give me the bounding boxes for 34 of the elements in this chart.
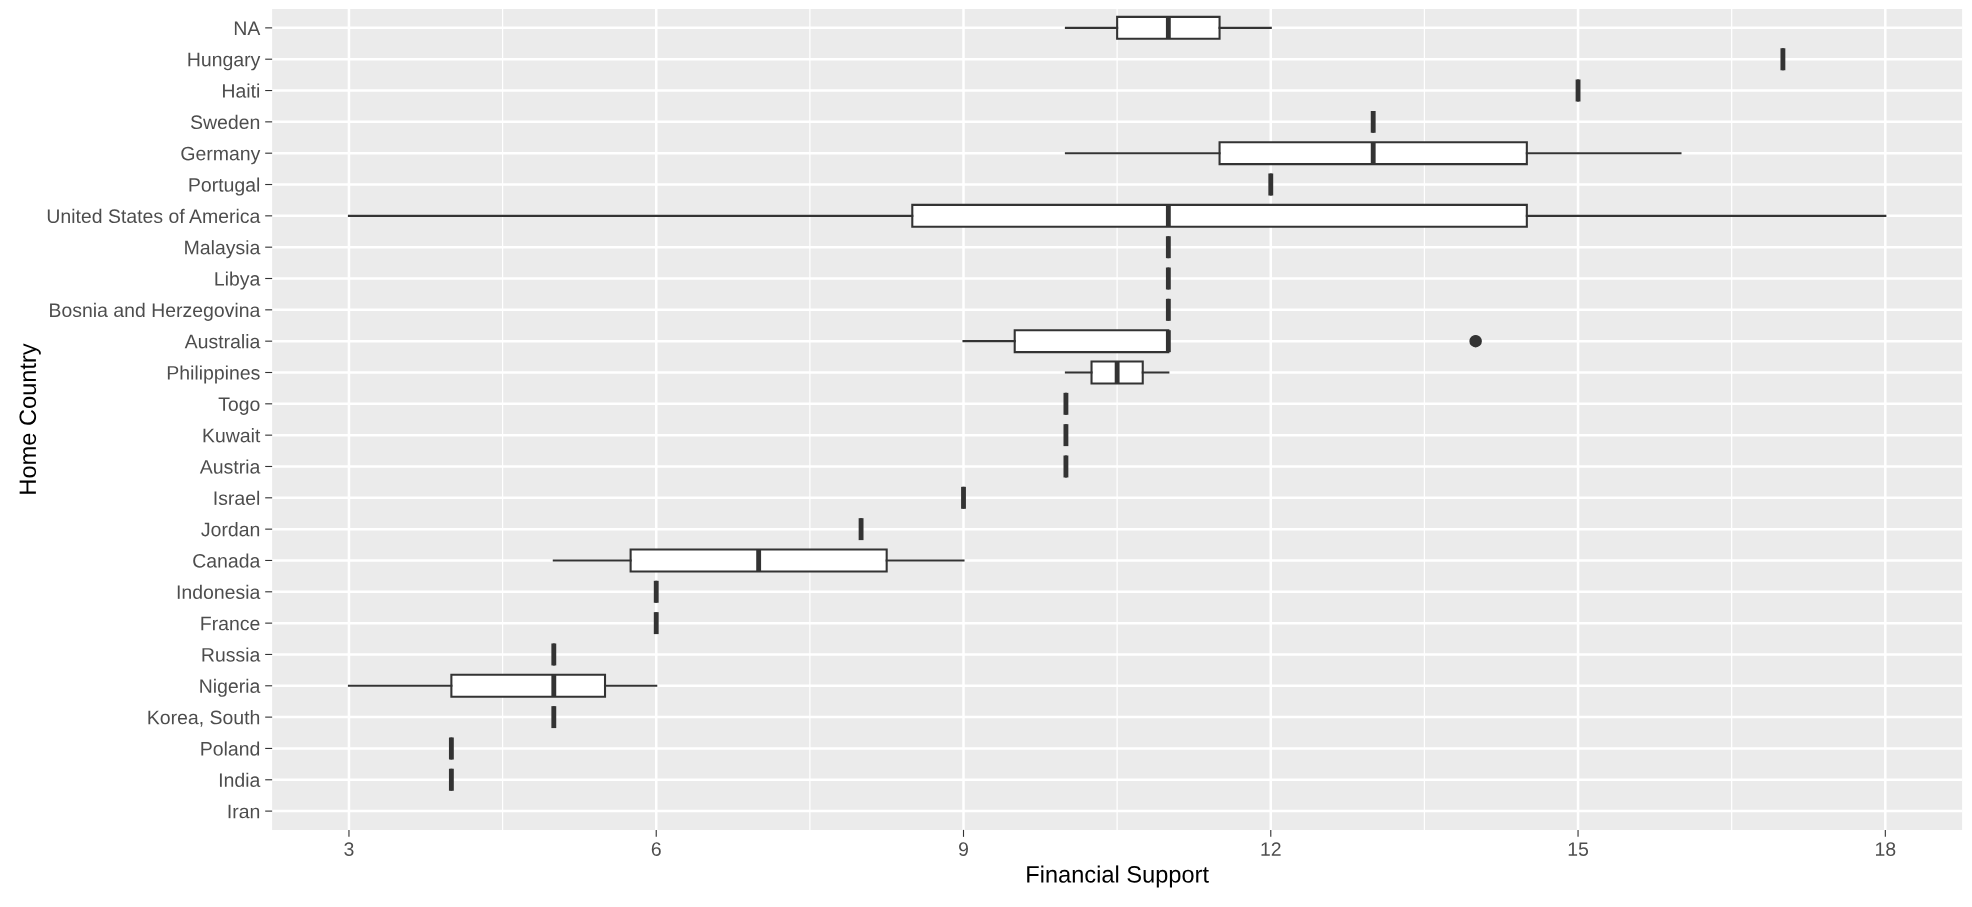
y-tick-label: Kuwait (203, 428, 261, 443)
y-tick-label: Korea, South (148, 710, 260, 727)
y-tick-label: Philippines (167, 365, 260, 384)
y-tick-label: India (219, 772, 261, 788)
x-axis-title: Financial Support (1027, 865, 1209, 888)
y-tick-label: Israel (214, 490, 260, 506)
y-tick-label: Libya (215, 271, 261, 290)
y-tick-label: Malaysia (185, 240, 261, 259)
y-tick-label: NA (234, 21, 261, 35)
y-tick-label: Indonesia (177, 584, 261, 600)
x-tick-label: 9 (959, 842, 968, 856)
y-tick-label: Australia (184, 334, 261, 349)
y-tick-label: Austria (199, 459, 261, 474)
y-tick-label: Jordan (201, 522, 260, 537)
y-tick-label: Poland (201, 741, 260, 756)
y-tick-label: Germany (181, 146, 261, 165)
y-tick-label: France (201, 616, 260, 631)
y-tick-label: United States of America (47, 208, 261, 224)
y-tick-label: Bosnia and Herzegovina (50, 302, 261, 321)
x-tick-label: 6 (651, 842, 661, 856)
y-tick-label: Haiti (223, 83, 260, 98)
y-tick-label: Togo (218, 397, 260, 415)
x-tick-label: 18 (1875, 842, 1896, 856)
y-tick-label: Russia (202, 647, 261, 662)
y-tick-label: Iran (228, 804, 260, 819)
y-tick-label: Nigeria (200, 678, 261, 697)
y-tick-label: Hungary (188, 52, 261, 71)
y-tick-label: Portugal (189, 177, 260, 196)
x-tick-label: 12 (1261, 842, 1281, 856)
x-tick-label: 15 (1568, 842, 1589, 856)
y-tick-label: Sweden (190, 114, 260, 130)
y-tick-label: Canada (193, 553, 261, 568)
y-axis-title: Home Country (19, 343, 41, 494)
x-tick-label: 3 (344, 842, 354, 856)
